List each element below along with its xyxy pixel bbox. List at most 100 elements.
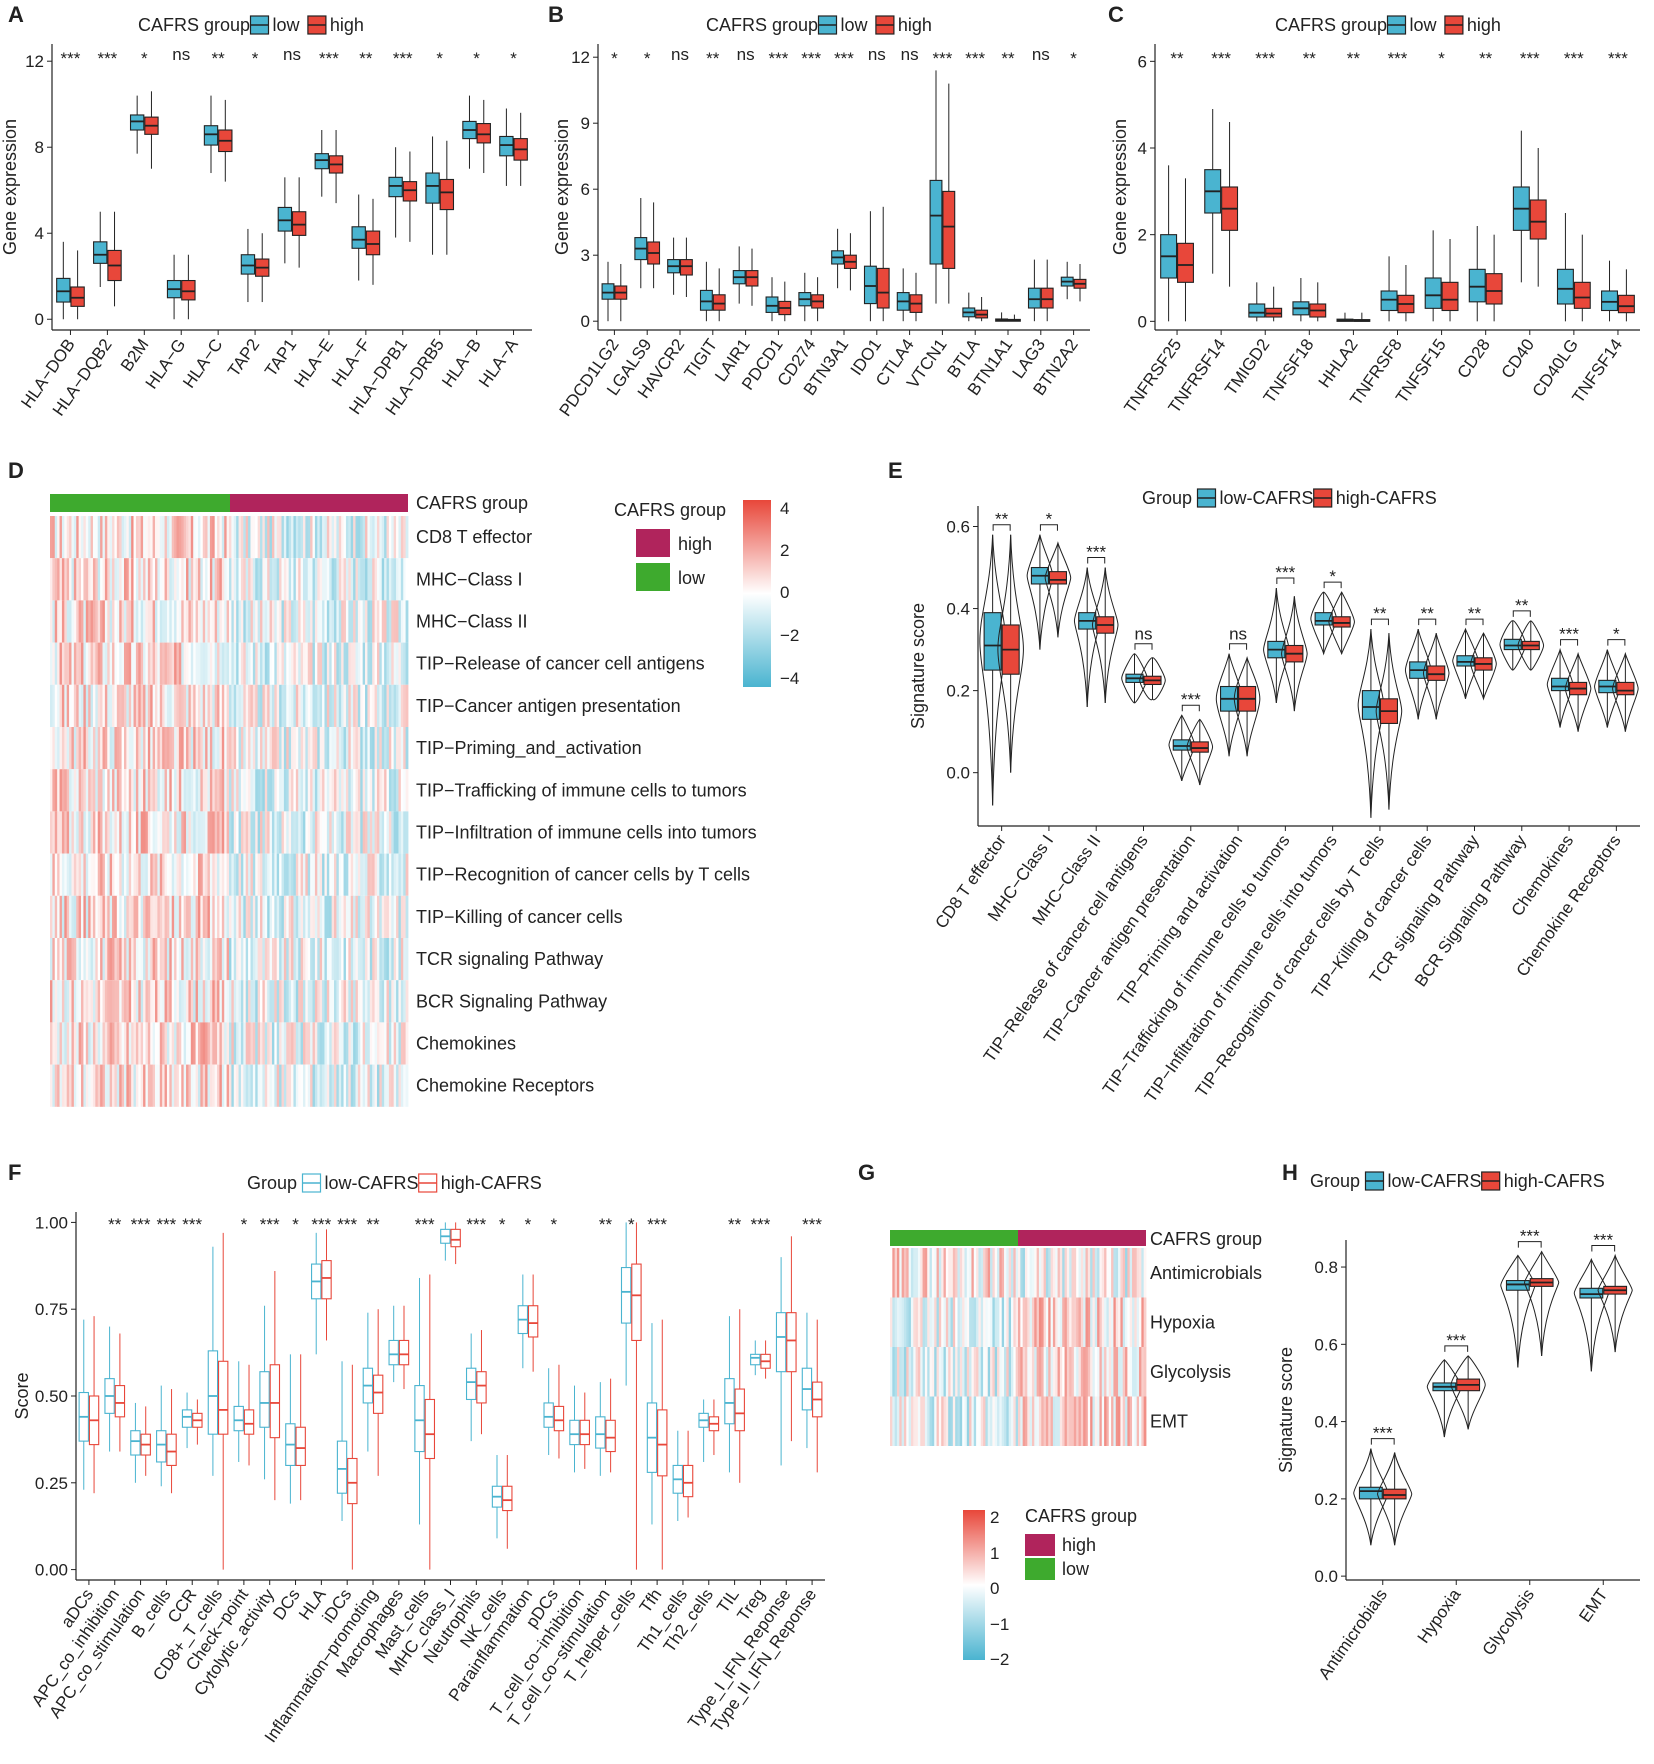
heatmap-cell [69, 684, 72, 727]
significance-label: ns [172, 45, 190, 64]
heatmap-cell [85, 684, 89, 727]
heatmap-cell [1085, 1297, 1089, 1347]
heatmap-cell [260, 853, 263, 896]
heatmap-cell [384, 1064, 387, 1107]
heatmap-cell [291, 938, 294, 981]
heatmap-cell [400, 769, 404, 812]
heatmap-cell [260, 727, 263, 770]
significance-label: * [1046, 510, 1053, 529]
heatmap-cell [126, 727, 130, 770]
heatmap-cell [188, 727, 192, 770]
heatmap-cell [166, 980, 170, 1023]
heatmap-cell [908, 1347, 912, 1397]
significance-label: *** [1255, 49, 1275, 68]
box-low [863, 265, 877, 305]
y-tick-label: 0 [1138, 312, 1147, 331]
heatmap-cell [162, 1064, 165, 1107]
heatmap-cell [971, 1297, 975, 1347]
heatmap-cell [396, 642, 399, 685]
heatmap-cell [992, 1248, 996, 1298]
heatmap-cell [231, 895, 235, 938]
heatmap-cell [381, 684, 385, 727]
box-low [1556, 268, 1574, 305]
heatmap-cell [300, 558, 304, 601]
heatmap-cell [1062, 1248, 1065, 1298]
heatmap-cell [221, 1022, 225, 1065]
heatmap-cell [350, 684, 354, 727]
heatmap-cell [369, 642, 373, 685]
heatmap-cell [169, 853, 173, 896]
heatmap-cell [76, 769, 80, 812]
heatmap-cell [183, 642, 187, 685]
heatmap-cell [152, 1022, 156, 1065]
heatmap-cell [1099, 1347, 1103, 1397]
heatmap-cell [1043, 1396, 1047, 1446]
heatmap-cell [269, 895, 273, 938]
heatmap-cell [283, 727, 287, 770]
heatmap-cell [1004, 1297, 1007, 1347]
heatmap-cell [319, 642, 323, 685]
significance-label: ** [1170, 49, 1184, 68]
heatmap-cell [1024, 1297, 1028, 1347]
heatmap-cell [374, 1022, 378, 1065]
heatmap-g-cells [890, 1248, 1147, 1446]
heatmap-cell [157, 558, 161, 601]
heatmap-cell [362, 600, 366, 643]
heatmap-cell [283, 811, 287, 854]
heatmap-cell [61, 558, 65, 601]
heatmap-cell [400, 727, 404, 770]
heatmap-cell [116, 1022, 120, 1065]
heatmap-cell [1052, 1347, 1056, 1397]
significance-label: ns [283, 45, 301, 64]
heatmap-cell [219, 600, 223, 643]
heatmap-cell [353, 684, 356, 727]
heatmap-cell [312, 684, 316, 727]
heatmap-cell [365, 980, 368, 1023]
heatmap-cell [85, 642, 89, 685]
heatmap-cell [388, 558, 392, 601]
heatmap-d-annotation-label: CAFRS group [416, 493, 528, 513]
heatmap-cell [279, 684, 282, 727]
heatmap-cell [276, 895, 280, 938]
heatmap-cell [1078, 1248, 1082, 1298]
heatmap-cell [307, 980, 311, 1023]
heatmap-cell [145, 684, 149, 727]
heatmap-cell [1097, 1297, 1100, 1347]
heatmap-cell [274, 684, 278, 727]
heatmap-cell [345, 1022, 349, 1065]
heatmap-cell [164, 895, 168, 938]
heatmap-cell [322, 642, 325, 685]
heatmap-cell [400, 516, 404, 559]
heatmap-cell [226, 938, 230, 981]
heatmap-cell [183, 1064, 187, 1107]
heatmap-cell [360, 684, 364, 727]
heatmap-cell [226, 980, 230, 1023]
heatmap-cell [1062, 1297, 1065, 1347]
heatmap-cell [374, 1064, 378, 1107]
x-tick-label: DCs [269, 1585, 304, 1623]
scale-tick: 2 [990, 1508, 999, 1527]
heatmap-cell [145, 769, 149, 812]
significance-label: *** [1608, 49, 1628, 68]
heatmap-cell [324, 811, 328, 854]
heatmap-cell [155, 684, 158, 727]
heatmap-row-label: TIP−Cancer antigen presentation [416, 696, 681, 716]
heatmap-cell [209, 558, 213, 601]
heatmap-cell [300, 853, 304, 896]
heatmap-cell [279, 558, 282, 601]
heatmap-cell [288, 558, 292, 601]
heatmap-cell [200, 811, 204, 854]
heatmap-cell [319, 980, 323, 1023]
heatmap-cell [64, 600, 68, 643]
significance-label: *** [802, 1215, 822, 1234]
heatmap-cell [205, 1022, 208, 1065]
heatmap-cell [331, 558, 335, 601]
heatmap-cell [119, 769, 122, 812]
heatmap-cell [978, 1396, 982, 1446]
significance-label: * [525, 1215, 532, 1234]
heatmap-cell [298, 558, 301, 601]
heatmap-cell [322, 853, 325, 896]
heatmap-cell [329, 684, 333, 727]
scale-tick: 4 [780, 499, 789, 518]
heatmap-cell [219, 1022, 223, 1065]
